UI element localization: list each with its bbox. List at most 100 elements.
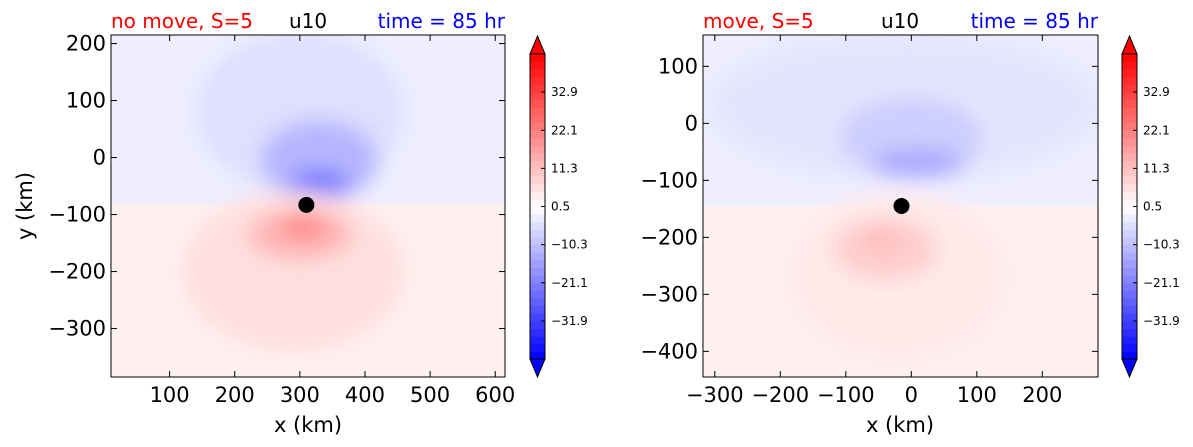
colorbar-band [1122,145,1137,154]
colorbar-band [1122,298,1137,307]
contour-region [290,168,349,198]
x-tick-label: 100 [957,383,997,407]
colorbar-band [530,221,545,230]
colorbar-tick-label: −10.3 [1143,238,1180,252]
colorbar-extend-max [529,34,546,55]
colorbar-band [1122,76,1137,85]
colorbar-band [1122,191,1137,200]
colorbar-band [530,252,545,261]
colorbar-band [530,282,545,291]
colorbar-band [1122,351,1137,360]
colorbar-band [1122,183,1137,192]
y-tick-label: −300 [640,282,698,306]
colorbar-band [1122,137,1137,146]
colorbar-band [530,244,545,253]
colorbar-band [530,99,545,108]
colorbar-band [530,183,545,192]
colorbar-band [1122,130,1137,139]
colorbar: 32.9 22.1 11.3 0.5 −10.3 −21.1 −31.9 [1121,34,1180,379]
contour-region [832,217,938,281]
colorbar-band [530,305,545,314]
colorbar-band [1122,206,1137,215]
contour-region [862,231,902,249]
y-tick-label: 0 [93,146,106,170]
x-tick-label: 100 [150,383,190,407]
colorbar-band [530,168,545,177]
y-tick-label: 100 [658,54,698,78]
field-plot [703,35,1098,377]
colorbar-band [1122,336,1137,345]
colorbar-tick-label: −21.1 [1143,276,1180,290]
field-contours [182,35,405,352]
colorbar-tick-label: 11.3 [1143,161,1170,175]
x-tick-label: 300 [280,383,320,407]
colorbar-band [530,130,545,139]
colorbar-band [530,229,545,238]
colorbar-band [1122,244,1137,253]
x-tick-label: −300 [686,383,744,407]
y-tick-label: 200 [66,32,106,56]
colorbar-band [530,259,545,268]
colorbar-band [1122,84,1137,93]
colorbar-band [530,343,545,352]
colorbar-band [1122,259,1137,268]
colorbar-extend-max [1121,34,1138,55]
colorbar-tick-label: −21.1 [551,276,588,290]
colorbar-band [530,115,545,124]
colorbar-band [1122,305,1137,314]
title-right: time = 85 hr [971,9,1099,33]
colorbar-band [1122,61,1137,70]
x-tick-label: 0 [905,383,918,407]
contour-region [260,120,379,201]
colorbar-band [1122,343,1137,352]
colorbar-band [530,206,545,215]
colorbar-tick-label: −10.3 [551,238,588,252]
x-axis-label: x (km) [866,413,934,437]
colorbar-band [530,107,545,116]
x-axis-ticks: 100 200 300 400 500 600 [150,35,515,407]
colorbar-band [1122,115,1137,124]
plot-frame [702,34,1099,378]
colorbar-band [530,137,545,146]
title-center: u10 [881,9,919,33]
colorbar-tick-label: 32.9 [1143,85,1170,99]
x-axis-ticks: −300 −200 −100 0 100 200 [686,35,1062,407]
colorbar-band [530,76,545,85]
colorbar-band [1122,168,1137,177]
colorbar-band [530,61,545,70]
colorbar-tick-label: 0.5 [1143,200,1162,214]
colorbar-band [530,54,545,63]
y-axis-label: y (km) [13,172,37,240]
colorbar-tick-label: 22.1 [1143,123,1170,137]
colorbar-tick-label: 32.9 [551,85,578,99]
colorbar-band [1122,282,1137,291]
x-tick-label: 500 [410,383,450,407]
storm-center-marker [893,198,910,214]
y-tick-label: −200 [48,260,106,284]
panel-no-move: no move, S=5 u10 time = 85 hr 100 200 300 4… [13,9,588,437]
colorbar-band [1122,313,1137,322]
colorbar-tick-label: −31.9 [1143,314,1180,328]
colorbar-band [530,328,545,337]
colorbar-band [530,320,545,329]
colorbar-band [530,275,545,284]
x-tick-label: 200 [1022,383,1062,407]
colorbar-band [1122,328,1137,337]
y-tick-label: −400 [640,339,698,363]
colorbar-band [1122,99,1137,108]
colorbar-extend-min [1121,358,1138,379]
colorbar-band [530,145,545,154]
colorbar-band [530,191,545,200]
colorbar-band [530,351,545,360]
contour-region [872,149,964,178]
colorbar-band [530,237,545,246]
colorbar-band [1122,122,1137,131]
field-contours [708,35,1098,363]
colorbar-band [530,298,545,307]
colorbar-band [530,84,545,93]
colorbar-tick-label: 22.1 [551,123,578,137]
y-axis-ticks: 100 0 −100 −200 −300 −400 [640,54,1098,363]
storm-center-marker [298,196,315,213]
colorbar-band [1122,267,1137,276]
